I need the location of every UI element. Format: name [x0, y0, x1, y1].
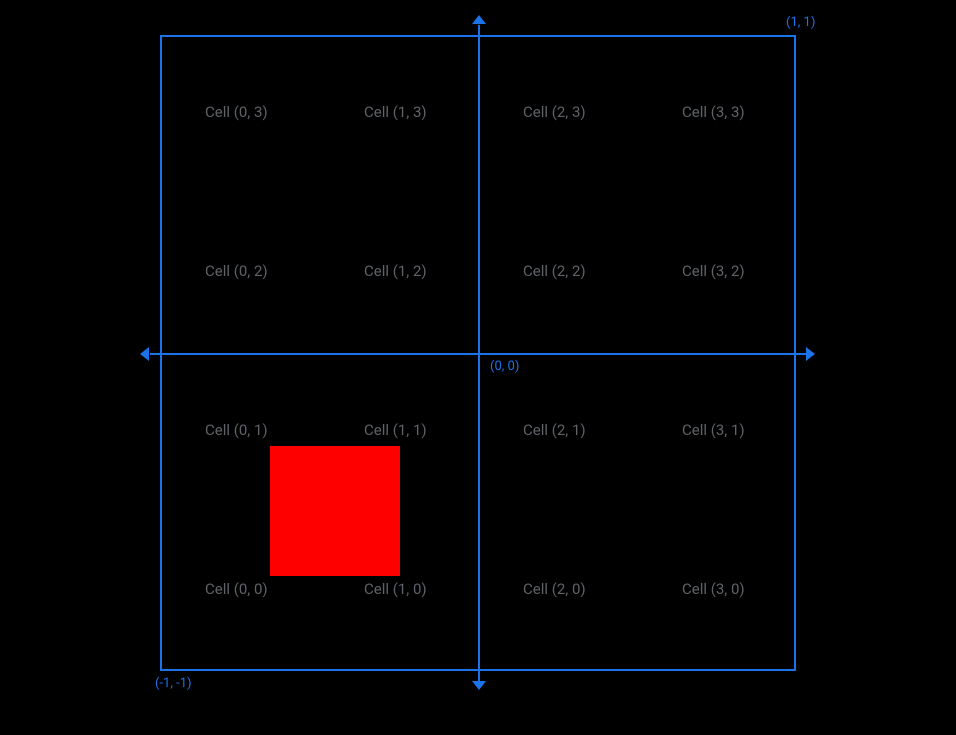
cell-label: Cell (0, 1)	[205, 421, 268, 439]
diagram-canvas: (1, 1) (-1, -1) (0, 0) Cell (0, 3) Cell (…	[0, 0, 956, 735]
x-axis-arrow-right	[806, 347, 815, 361]
cell-label: Cell (2, 3)	[523, 103, 586, 121]
x-axis-arrow-left	[140, 347, 149, 361]
cell-label: Cell (2, 2)	[523, 262, 586, 280]
cell-label: Cell (1, 2)	[364, 262, 427, 280]
cell-label: Cell (2, 1)	[523, 421, 586, 439]
highlighted-cell-square	[270, 446, 400, 576]
origin-label: (0, 0)	[490, 359, 519, 374]
cell-label: Cell (0, 0)	[205, 580, 268, 598]
cell-label: Cell (1, 3)	[364, 103, 427, 121]
cell-label: Cell (0, 2)	[205, 262, 268, 280]
cell-label: Cell (1, 0)	[364, 580, 427, 598]
cell-label: Cell (2, 0)	[523, 580, 586, 598]
cell-label: Cell (3, 3)	[682, 103, 745, 121]
cell-label: Cell (0, 3)	[205, 103, 268, 121]
cell-label: Cell (1, 1)	[364, 421, 427, 439]
cell-label: Cell (3, 2)	[682, 262, 745, 280]
cell-label: Cell (3, 0)	[682, 580, 745, 598]
corner-label-bottom-left: (-1, -1)	[155, 676, 192, 691]
y-axis-line	[478, 25, 480, 681]
cell-label: Cell (3, 1)	[682, 421, 745, 439]
y-axis-arrow-down	[472, 681, 486, 690]
y-axis-arrow-up	[472, 15, 486, 24]
corner-label-top-right: (1, 1)	[786, 15, 815, 30]
